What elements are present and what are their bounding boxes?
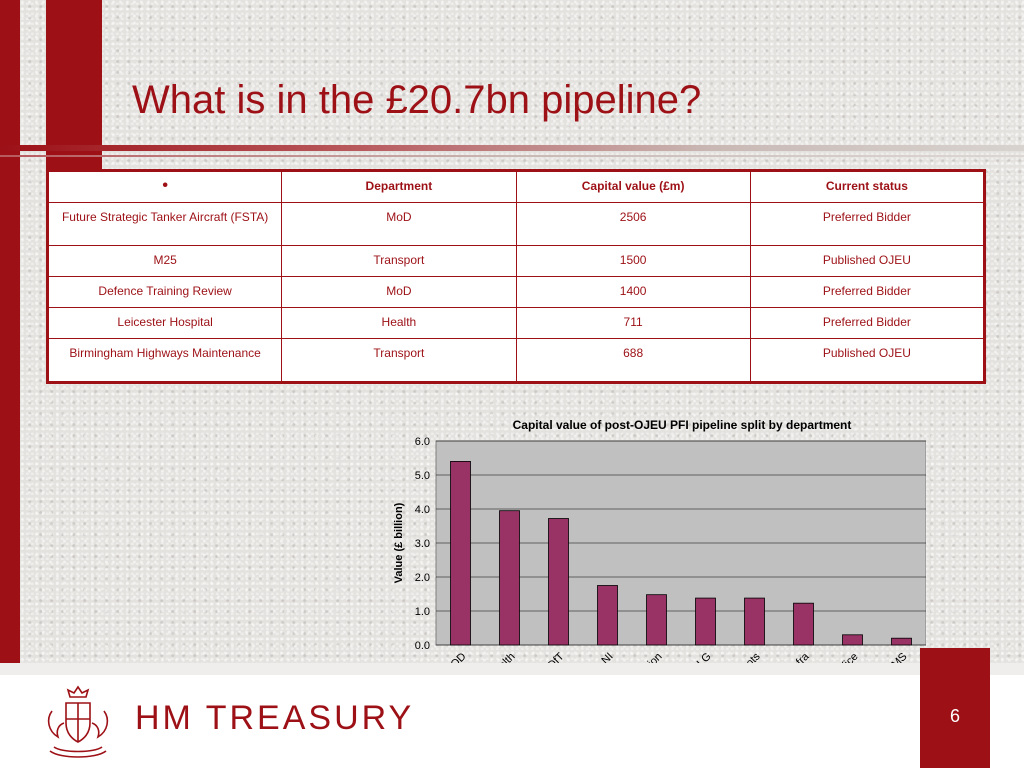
page-number-box: 6 xyxy=(920,648,990,768)
project-name: Future Strategic Tanker Aircraft (FSTA) xyxy=(46,202,283,246)
project-name: Birmingham Highways Maintenance xyxy=(46,338,283,383)
y-tick-label: 3.0 xyxy=(415,538,430,550)
title-accent-bar xyxy=(46,0,102,188)
title-divider-thin xyxy=(0,155,1024,157)
bar-defra xyxy=(793,602,814,646)
department-cell: Health xyxy=(281,307,517,339)
capital-value-cell: 1500 xyxy=(515,245,751,277)
y-axis-ticks: 0.0 1.0 2.0 3.0 4.0 5.0 6.0 xyxy=(415,436,430,652)
capital-value-cell: 1400 xyxy=(515,276,751,308)
footer-texture xyxy=(0,663,1024,675)
project-name: M25 xyxy=(46,245,283,277)
bar-dcms xyxy=(891,637,912,646)
status-cell: Published OJEU xyxy=(749,245,986,277)
chart-title: Capital value of post-OJEU PFI pipeline … xyxy=(513,418,852,432)
status-cell: Preferred Bidder xyxy=(749,307,986,339)
bar-mod xyxy=(450,461,471,646)
header-department: Department xyxy=(281,170,517,203)
table-row: Future Strategic Tanker Aircraft (FSTA) … xyxy=(46,202,986,246)
y-tick-label: 5.0 xyxy=(415,470,430,482)
y-tick-label: 0.0 xyxy=(415,640,430,652)
table-row: Birmingham Highways Maintenance Transpor… xyxy=(46,338,986,383)
y-axis-label: Value (£ billion) xyxy=(393,502,405,583)
royal-crest-logo xyxy=(47,685,109,758)
status-cell: Preferred Bidder xyxy=(749,202,986,246)
y-tick-label: 6.0 xyxy=(415,436,430,448)
table-row: Defence Training Review MoD 1400 Preferr… xyxy=(46,276,986,308)
bullet-point: • xyxy=(46,170,283,203)
bar-dclg xyxy=(695,597,716,646)
table-header-row: • Department Capital value (£m) Current … xyxy=(46,170,986,203)
capital-value-cell: 2506 xyxy=(515,202,751,246)
bars xyxy=(450,461,912,646)
capital-value-cell: 688 xyxy=(515,338,751,383)
y-tick-label: 4.0 xyxy=(415,504,430,516)
bar-dft xyxy=(548,518,569,646)
bar-health xyxy=(499,510,520,646)
status-cell: Published OJEU xyxy=(749,338,986,383)
status-cell: Preferred Bidder xyxy=(749,276,986,308)
table-row: Leicester Hospital Health 711 Preferred … xyxy=(46,307,986,339)
hm-treasury-wordmark: HM TREASURY xyxy=(135,699,415,737)
capital-value-cell: 711 xyxy=(515,307,751,339)
y-tick-label: 2.0 xyxy=(415,572,430,584)
project-name: Defence Training Review xyxy=(46,276,283,308)
department-cell: MoD xyxy=(281,276,517,308)
project-name: Leicester Hospital xyxy=(46,307,283,339)
title-divider xyxy=(0,145,1024,151)
department-cell: Transport xyxy=(281,245,517,277)
y-tick-label: 1.0 xyxy=(415,606,430,618)
table-row: M25 Transport 1500 Published OJEU xyxy=(46,245,986,277)
header-capital-value: Capital value (£m) xyxy=(515,170,751,203)
left-accent-bar xyxy=(0,0,20,768)
slide-title: What is in the £20.7bn pipeline? xyxy=(132,78,702,122)
bar-home-office xyxy=(842,634,863,646)
page-number: 6 xyxy=(949,706,960,726)
pipeline-table: • Department Capital value (£m) Current … xyxy=(46,169,986,384)
department-cell: MoD xyxy=(281,202,517,246)
chart-svg: Capital value of post-OJEU PFI pipeline … xyxy=(393,418,927,702)
department-bar-chart: Capital value of post-OJEU PFI pipeline … xyxy=(386,412,927,722)
bar-education xyxy=(646,594,667,646)
department-cell: Transport xyxy=(281,338,517,383)
bar-ni xyxy=(597,585,618,646)
bar-scots xyxy=(744,597,765,646)
header-current-status: Current status xyxy=(749,170,986,203)
footer: HM TREASURY xyxy=(0,663,1024,768)
